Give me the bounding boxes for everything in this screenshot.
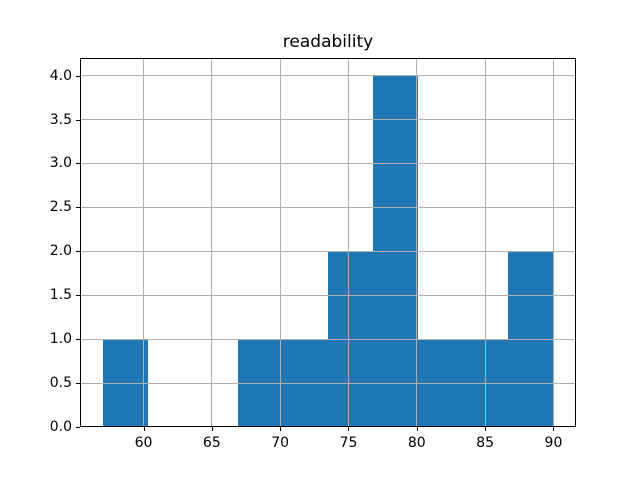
y-tick-mark — [76, 339, 80, 341]
y-tick-mark — [76, 251, 80, 253]
x-tick-label: 70 — [271, 435, 290, 451]
x-tick-mark — [143, 427, 145, 431]
y-tick-label: 3.5 — [49, 111, 72, 128]
y-tick-label: 2.0 — [49, 243, 72, 260]
y-tick-mark — [76, 295, 80, 297]
x-tick-mark — [280, 427, 282, 431]
y-tick-label: 0.0 — [49, 419, 72, 435]
x-tick-label: 90 — [544, 435, 563, 451]
y-tick-mark — [76, 427, 80, 428]
y-tick-label: 2.5 — [49, 199, 72, 216]
histogram-bar — [508, 251, 554, 427]
y-tick-label: 0.5 — [49, 375, 72, 392]
x-tick-label: 75 — [339, 435, 358, 451]
x-tick-label: 60 — [134, 435, 153, 451]
histogram-bar — [463, 339, 509, 427]
histogram-bar — [328, 251, 374, 427]
histogram-bar — [373, 75, 419, 427]
y-tick-label: 4.0 — [49, 67, 72, 84]
x-tick-mark — [485, 427, 487, 431]
y-tick-mark — [76, 163, 80, 165]
x-tick-mark — [416, 427, 418, 431]
y-tick-mark — [76, 383, 80, 385]
y-tick-mark — [76, 119, 80, 121]
histogram-bar — [282, 339, 328, 427]
y-tick-label: 1.0 — [49, 331, 72, 348]
y-tick-label: 3.0 — [49, 155, 72, 172]
x-tick-label: 65 — [202, 435, 221, 451]
x-tick-label: 85 — [476, 435, 495, 451]
histogram-bar — [237, 339, 283, 427]
y-tick-label: 1.5 — [49, 287, 72, 304]
y-tick-mark — [76, 207, 80, 209]
x-tick-mark — [211, 427, 213, 431]
chart-title: readability — [282, 32, 374, 52]
x-tick-mark — [348, 427, 350, 431]
histogram-bar — [102, 339, 148, 427]
histogram-bar — [418, 339, 464, 427]
plot-area — [80, 58, 576, 427]
y-tick-mark — [76, 75, 80, 77]
bars-layer — [80, 58, 576, 427]
x-tick-mark — [553, 427, 555, 431]
x-tick-label: 80 — [407, 435, 426, 451]
